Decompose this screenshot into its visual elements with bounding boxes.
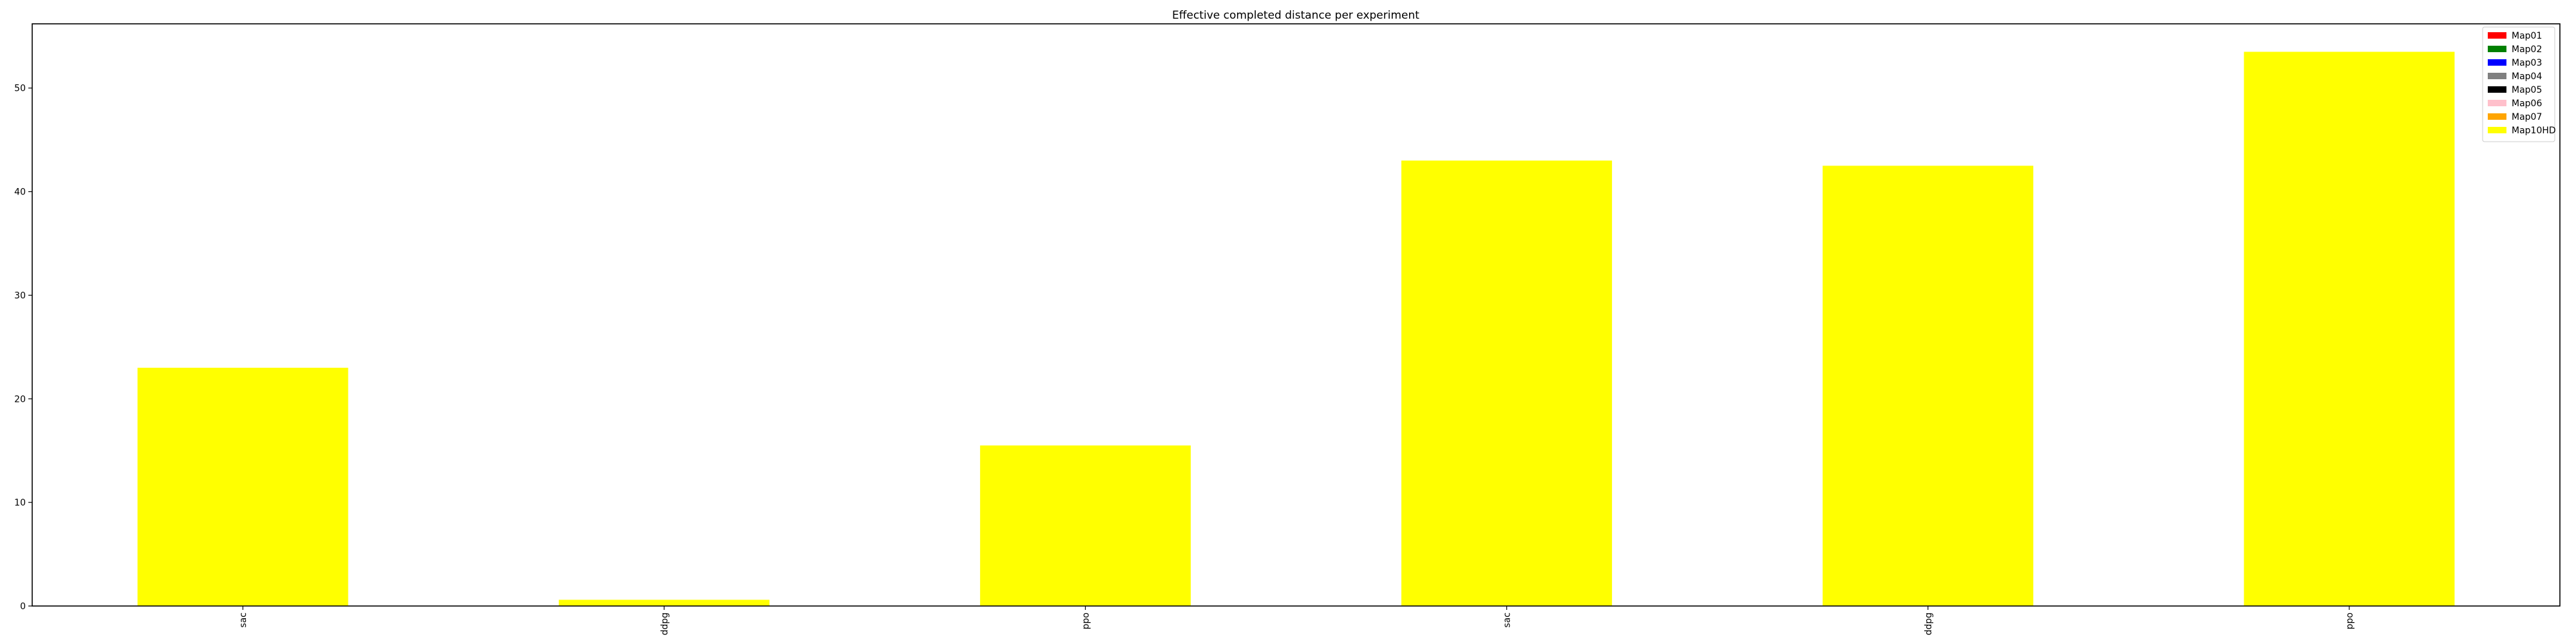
bar-map10hd-6 — [2244, 52, 2455, 606]
legend-label-map06: Map06 — [2512, 99, 2542, 109]
legend-swatch-map10hd — [2488, 127, 2506, 133]
y-tick-label: 0 — [20, 601, 26, 612]
legend-box — [2482, 26, 2555, 142]
y-tick-label: 30 — [14, 290, 26, 301]
legend-label-map04: Map04 — [2512, 71, 2542, 82]
legend-swatch-map06 — [2488, 100, 2506, 106]
bar-map10hd-1 — [137, 368, 348, 606]
x-axis: sac ddpg ppo sac ddpg ppo — [238, 606, 2355, 636]
bar-map10hd-4 — [1401, 160, 1613, 607]
bar-map10hd-2 — [558, 600, 770, 606]
x-tick-label: ddpg — [1924, 612, 1934, 636]
y-tick-label: 10 — [14, 498, 26, 508]
legend-swatch-map03 — [2488, 59, 2506, 66]
y-tick-label: 20 — [14, 394, 26, 404]
legend-swatch-map04 — [2488, 73, 2506, 79]
bar-map10hd-3 — [980, 445, 1191, 606]
bars — [137, 52, 2455, 607]
x-tick-label: sac — [238, 612, 249, 628]
legend-label-map03: Map03 — [2512, 58, 2542, 68]
x-tick-label: ppo — [1081, 612, 1091, 629]
legend-swatch-map05 — [2488, 86, 2506, 93]
legend-swatch-map07 — [2488, 113, 2506, 120]
legend-label-map01: Map01 — [2512, 31, 2542, 41]
legend-swatch-map02 — [2488, 46, 2506, 52]
legend-label-map05: Map05 — [2512, 85, 2542, 95]
x-tick-label: sac — [1502, 612, 1513, 628]
y-axis: 0 10 20 30 40 50 — [14, 84, 32, 612]
y-tick-label: 50 — [14, 84, 26, 94]
legend-swatch-map01 — [2488, 32, 2506, 39]
legend: Map01 Map02 Map03 Map04 Map05 Map06 Map07 Map10… — [2482, 26, 2556, 142]
y-tick-label: 40 — [14, 187, 26, 198]
x-tick-label: ppo — [2345, 612, 2355, 629]
x-tick-label: ddpg — [659, 612, 670, 636]
legend-label-map02: Map02 — [2512, 44, 2542, 55]
plot-frame — [32, 23, 2561, 607]
chart-title: Effective completed distance per experim… — [1172, 9, 1419, 22]
legend-label-map10hd: Map10HD — [2512, 126, 2556, 136]
legend-label-map07: Map07 — [2512, 112, 2542, 122]
bar-map10hd-5 — [1823, 166, 2034, 606]
